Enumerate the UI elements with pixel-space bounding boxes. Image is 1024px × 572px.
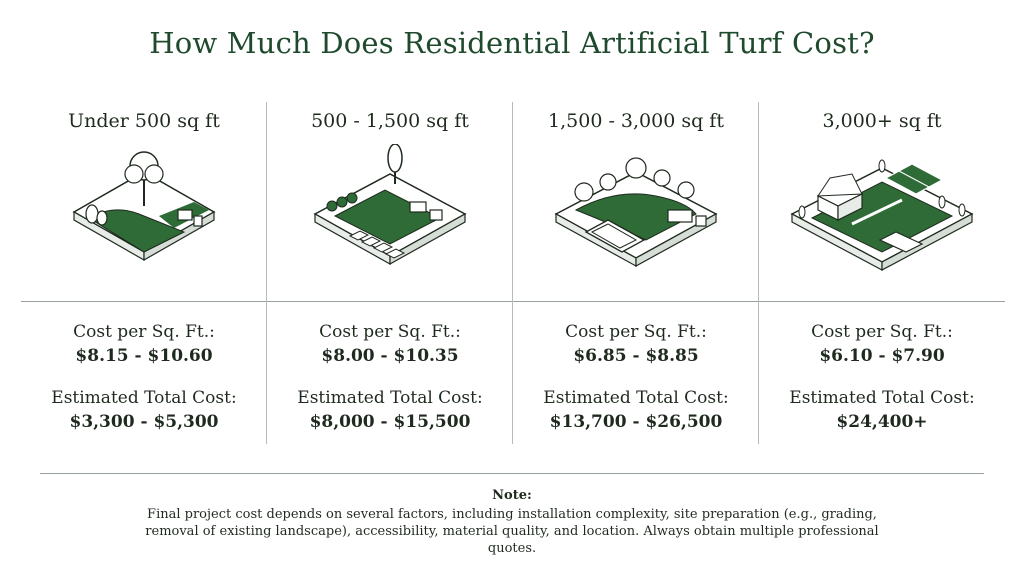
- cost-per-sqft-value: $8.15 - $10.60: [75, 346, 213, 366]
- tier-size-label: 500 - 1,500 sq ft: [311, 110, 469, 132]
- divider: [759, 301, 1005, 302]
- tier-card-1500-3000: 1,500 - 3,000 sq ft Cost per Sq. Ft.: $6…: [513, 100, 759, 446]
- total-cost-label: Estimated Total Cost:: [789, 388, 975, 408]
- small-yard-icon: [72, 151, 216, 262]
- patio-yard-icon: [313, 144, 467, 266]
- divider: [267, 301, 513, 302]
- total-cost-value: $13,700 - $26,500: [549, 412, 723, 432]
- total-cost-value: $24,400+: [836, 412, 928, 432]
- cost-per-sqft-label: Cost per Sq. Ft.:: [565, 322, 707, 342]
- page-title: How Much Does Residential Artificial Tur…: [149, 26, 875, 60]
- total-cost-label: Estimated Total Cost:: [51, 388, 237, 408]
- cost-per-sqft-label: Cost per Sq. Ft.:: [73, 322, 215, 342]
- tier-size-label: 3,000+ sq ft: [822, 110, 942, 132]
- cost-per-sqft-label: Cost per Sq. Ft.:: [811, 322, 953, 342]
- total-cost-value: $3,300 - $5,300: [69, 412, 219, 432]
- cost-per-sqft-value: $6.85 - $8.85: [573, 346, 699, 366]
- tier-size-label: 1,500 - 3,000 sq ft: [548, 110, 724, 132]
- total-cost-value: $8,000 - $15,500: [309, 412, 471, 432]
- column-divider: [512, 102, 513, 444]
- footer-divider: [40, 473, 984, 474]
- tier-card-3000-plus: 3,000+ sq ft Cost per Sq. Ft.: $6.10 - $…: [759, 100, 1005, 446]
- tier-size-label: Under 500 sq ft: [68, 110, 220, 132]
- cost-per-sqft-value: $8.00 - $10.35: [321, 346, 459, 366]
- note-title: Note:: [492, 488, 532, 503]
- note-text: Final project cost depends on several fa…: [145, 507, 879, 556]
- cost-per-sqft-label: Cost per Sq. Ft.:: [319, 322, 461, 342]
- cost-per-sqft-value: $6.10 - $7.90: [819, 346, 945, 366]
- column-divider: [758, 102, 759, 444]
- estate-yard-icon: [790, 159, 974, 271]
- total-cost-label: Estimated Total Cost:: [543, 388, 729, 408]
- column-divider: [266, 102, 267, 444]
- pool-yard-icon: [554, 157, 718, 268]
- total-cost-label: Estimated Total Cost:: [297, 388, 483, 408]
- tier-card-500-1500: 500 - 1,500 sq ft Cost per Sq. Ft.: $8.0…: [267, 100, 513, 446]
- divider: [513, 301, 759, 302]
- tier-card-under-500: Under 500 sq ft Cost per Sq. Ft.: $8.15 …: [21, 100, 267, 446]
- divider: [21, 301, 267, 302]
